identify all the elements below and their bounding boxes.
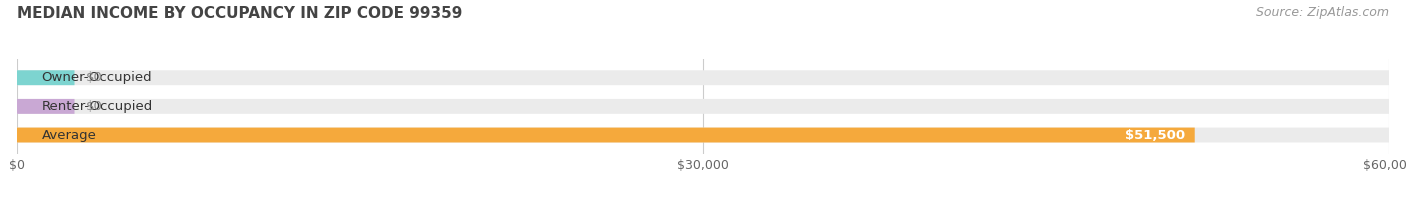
FancyBboxPatch shape [17, 99, 75, 114]
FancyBboxPatch shape [17, 128, 1195, 142]
Text: $0: $0 [86, 100, 103, 113]
Text: Renter-Occupied: Renter-Occupied [42, 100, 153, 113]
Text: $0: $0 [86, 71, 103, 84]
Text: Average: Average [42, 128, 97, 141]
Text: Source: ZipAtlas.com: Source: ZipAtlas.com [1256, 6, 1389, 19]
Text: MEDIAN INCOME BY OCCUPANCY IN ZIP CODE 99359: MEDIAN INCOME BY OCCUPANCY IN ZIP CODE 9… [17, 6, 463, 21]
FancyBboxPatch shape [17, 128, 1389, 142]
FancyBboxPatch shape [17, 70, 75, 85]
FancyBboxPatch shape [17, 99, 1389, 114]
FancyBboxPatch shape [17, 70, 1389, 85]
Text: Owner-Occupied: Owner-Occupied [42, 71, 152, 84]
Text: $51,500: $51,500 [1125, 128, 1185, 141]
